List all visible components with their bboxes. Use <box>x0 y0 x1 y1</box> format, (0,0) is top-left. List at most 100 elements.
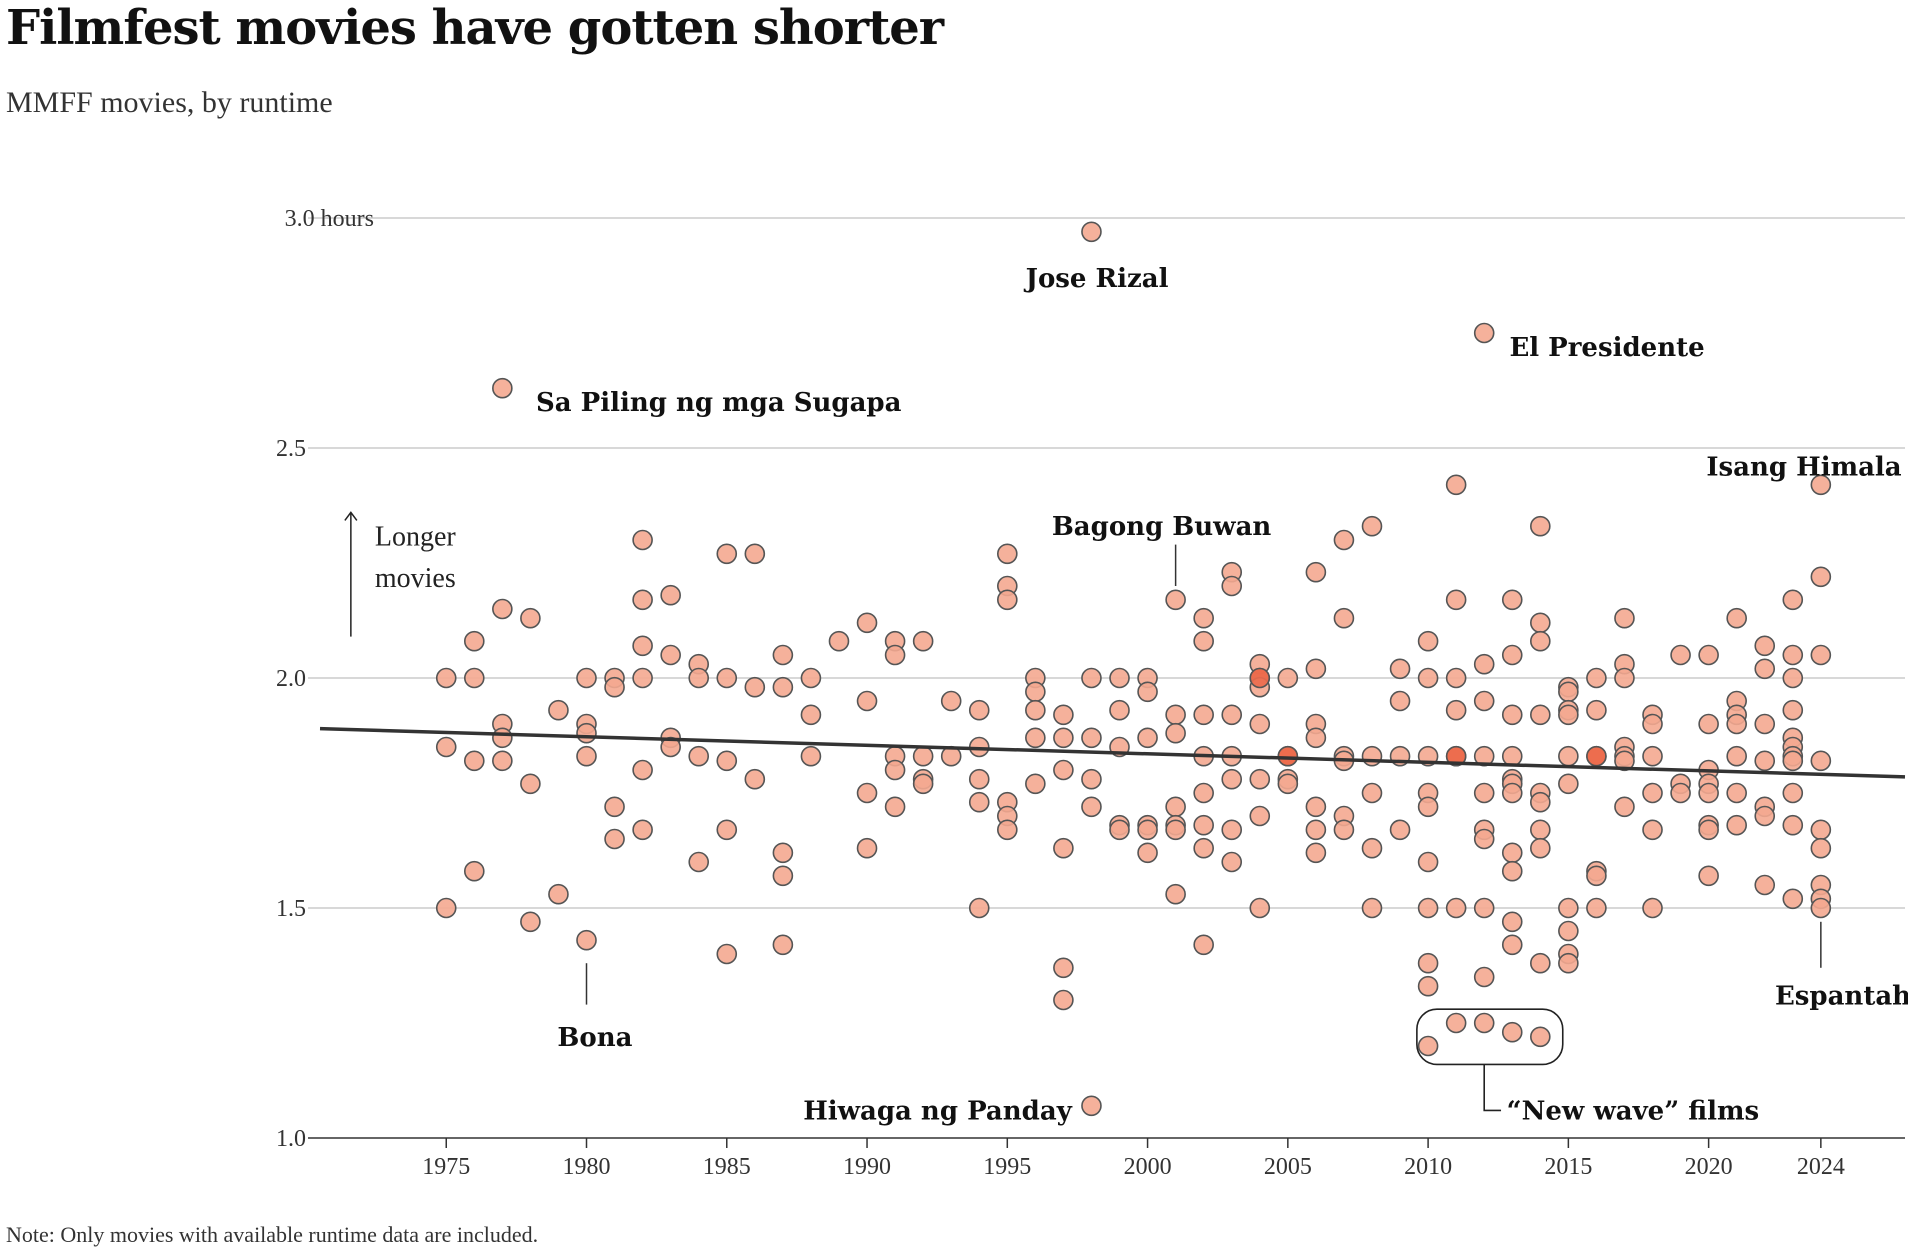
data-point <box>828 630 850 652</box>
data-point <box>1782 589 1804 611</box>
data-point <box>492 598 513 620</box>
trend-line-group <box>319 726 1906 779</box>
data-point <box>1810 474 1832 496</box>
data-point <box>1810 644 1832 666</box>
data-point <box>1389 819 1411 841</box>
data-point <box>1193 934 1214 956</box>
data-point <box>1726 607 1747 629</box>
data-point <box>1361 837 1383 859</box>
data-point <box>1754 713 1776 735</box>
data-point <box>1165 796 1186 818</box>
data-point <box>1726 782 1747 804</box>
data-point <box>1642 745 1663 767</box>
data-point <box>1137 681 1158 703</box>
annotation-label: Hiwaga ng Panday <box>803 1096 1073 1126</box>
data-point <box>1445 745 1467 767</box>
data-point <box>1614 796 1635 818</box>
data-point <box>1417 630 1439 652</box>
data-point <box>1530 952 1551 974</box>
data-point <box>1501 842 1523 864</box>
data-point <box>1081 768 1102 790</box>
data-point <box>1670 782 1691 804</box>
x-tick-label: 2005 <box>1264 1154 1312 1180</box>
data-point <box>1754 750 1776 772</box>
data-point <box>1193 814 1214 836</box>
data-point <box>1053 989 1074 1011</box>
data-point <box>1221 575 1243 597</box>
data-point <box>772 934 794 956</box>
data-point <box>1614 750 1635 772</box>
data-point <box>463 630 485 652</box>
data-point <box>1501 704 1523 726</box>
data-point <box>1754 658 1776 680</box>
annotation-label: “New wave” films <box>1507 1096 1760 1126</box>
longer-label-line1: Longer <box>375 521 457 552</box>
data-point <box>1782 814 1804 836</box>
data-point <box>604 676 625 698</box>
x-tick-label: 2015 <box>1544 1154 1592 1180</box>
data-point <box>435 736 457 758</box>
data-point <box>1642 782 1663 804</box>
x-tick-label: 1975 <box>422 1154 470 1180</box>
chart-subtitle: MMFF movies, by runtime <box>6 86 333 119</box>
data-point <box>1053 957 1074 979</box>
data-point <box>884 796 906 818</box>
data-point <box>1389 658 1411 680</box>
data-point <box>968 768 990 790</box>
data-point <box>997 589 1018 611</box>
y-tick-label: 3.0 hours <box>285 206 374 232</box>
data-point <box>1305 727 1327 749</box>
data-point <box>1614 667 1635 689</box>
data-point <box>772 865 794 887</box>
data-point <box>1221 851 1243 873</box>
data-point <box>1389 690 1411 712</box>
data-point <box>1726 713 1747 735</box>
x-tick-label: 1980 <box>563 1154 611 1180</box>
data-point <box>576 722 597 744</box>
x-tick-label: 2010 <box>1404 1154 1452 1180</box>
data-point <box>968 897 990 919</box>
data-point <box>632 759 653 781</box>
y-axis-ticks: 1.0 1.5 2.0 2.5 3.0 hours <box>276 206 374 1152</box>
data-point <box>968 791 990 813</box>
data-point <box>1473 782 1495 804</box>
data-point <box>688 745 710 767</box>
data-point <box>912 630 934 652</box>
data-point <box>716 943 738 965</box>
scatter-chart: 1.01.52.02.53.0 hours 1975 1980 1985 1990 19… <box>276 206 1908 1180</box>
annotation-label: Bagong Buwan <box>1052 512 1272 542</box>
data-point <box>772 676 794 698</box>
data-point <box>1417 897 1439 919</box>
data-point <box>1782 888 1804 910</box>
data-point <box>1025 699 1046 721</box>
data-point <box>1137 842 1158 864</box>
data-point <box>1445 897 1467 919</box>
data-point <box>1333 819 1355 841</box>
data-point <box>1473 653 1495 675</box>
x-tick-label: 1990 <box>843 1154 891 1180</box>
data-point <box>1614 607 1635 629</box>
data-point <box>463 750 485 772</box>
data-point <box>1810 897 1832 919</box>
data-point <box>968 699 990 721</box>
data-points <box>435 221 1832 1117</box>
data-point <box>856 782 878 804</box>
data-point <box>1417 851 1439 873</box>
data-point <box>1305 658 1327 680</box>
data-point <box>1586 667 1607 689</box>
data-point <box>1361 897 1383 919</box>
data-point <box>1726 814 1747 836</box>
data-point <box>1782 667 1804 689</box>
data-point <box>1586 897 1607 919</box>
data-point <box>1165 819 1186 841</box>
data-point <box>716 667 738 689</box>
data-point <box>1586 865 1607 887</box>
x-axis-ticks: 1975 1980 1985 1990 1995 2000 2005 2010 2015 2020… <box>422 1138 1845 1180</box>
data-point <box>548 883 569 905</box>
y-tick-label: 2.0 <box>276 666 306 692</box>
data-point <box>492 377 513 399</box>
data-point <box>1501 644 1523 666</box>
data-point <box>716 543 738 565</box>
data-point <box>856 837 878 859</box>
data-point <box>1417 796 1439 818</box>
